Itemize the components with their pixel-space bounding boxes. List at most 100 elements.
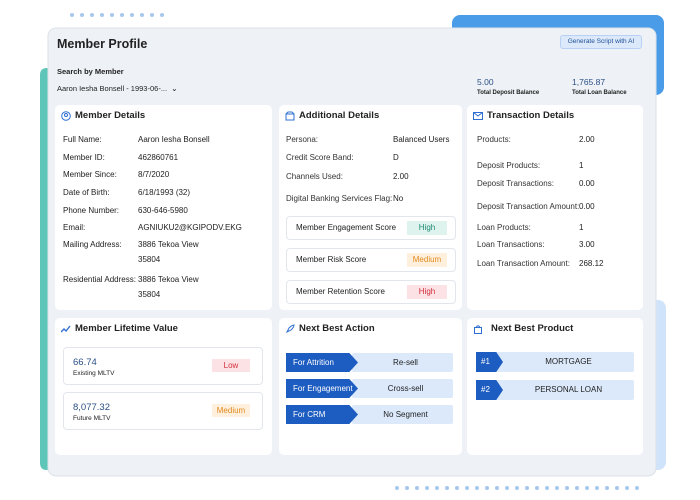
dot [555, 486, 559, 490]
product-rank: #2 [476, 380, 503, 400]
dot [415, 486, 419, 490]
dot [575, 486, 579, 490]
dot [485, 486, 489, 490]
mltv-label: Existing MLTV [73, 370, 115, 377]
section-icon [285, 324, 295, 334]
dot [515, 486, 519, 490]
action-bar [352, 353, 453, 372]
action-value: No Segment [383, 410, 428, 419]
field-label: Loan Products: [477, 223, 531, 232]
action-tag: For Engagement [286, 379, 358, 398]
dot [395, 486, 399, 490]
dot [425, 486, 429, 490]
field-value: 1 [579, 223, 584, 232]
dot [525, 486, 529, 490]
field-label: Deposit Transactions: [477, 179, 554, 188]
field-value: Aaron Iesha Bonsell [138, 135, 210, 144]
dot [605, 486, 609, 490]
field-label: Mailing Address: [63, 240, 122, 249]
product-value: PERSONAL LOAN [534, 385, 603, 394]
field-value: 630-646-5980 [138, 206, 188, 215]
dot [495, 486, 499, 490]
section-icon [474, 325, 482, 334]
dot [160, 13, 164, 17]
field-value: 8/7/2020 [138, 170, 170, 179]
field-value: 35804 [138, 255, 161, 264]
section-title: Member Details [75, 110, 146, 121]
score-badge: Medium [407, 253, 447, 267]
field-label: Email: [63, 223, 86, 232]
section-title: Member Lifetime Value [75, 323, 178, 334]
dot [405, 486, 409, 490]
section-title: Next Best Product [491, 323, 574, 334]
dot [595, 486, 599, 490]
field-value: 0.00 [579, 179, 595, 188]
product-bar [495, 352, 634, 372]
member-details-panel [55, 105, 272, 310]
action-bar [352, 379, 453, 398]
transaction-details-panel [467, 105, 643, 310]
dot [435, 486, 439, 490]
member-dropdown-value: Aaron Iesha Bonsell - 1993-06-... [57, 84, 168, 93]
dot [110, 13, 114, 17]
field-label: Persona: [286, 135, 319, 144]
dot [445, 486, 449, 490]
dot [585, 486, 589, 490]
field-value: 1 [579, 161, 584, 170]
field-label: Residential Address: [63, 275, 136, 284]
mltv-value: 8,077.32 [73, 402, 110, 413]
score-badge: High [407, 285, 447, 299]
field-label: Deposit Products: [477, 161, 541, 170]
product-value: MORTGAGE [545, 357, 592, 366]
summary-label: Total Loan Balance [572, 90, 627, 96]
lifetime-value-panel [55, 318, 272, 455]
field-value: 35804 [138, 290, 161, 299]
dot [615, 486, 619, 490]
field-value: 462860761 [138, 153, 179, 162]
product-rank: #1 [476, 352, 503, 372]
dot [565, 486, 569, 490]
dropdown-chevron: ⌄ [171, 84, 178, 93]
dot [535, 486, 539, 490]
dot [140, 13, 144, 17]
field-value: Balanced Users [393, 135, 450, 144]
additional-details-panel [279, 105, 462, 310]
section-title: Transaction Details [487, 110, 575, 121]
summary-value: 5.00 [477, 77, 494, 87]
mltv-value: 66.74 [73, 357, 97, 368]
field-label: Member Since: [63, 170, 117, 179]
dot [505, 486, 509, 490]
summary-label: Total Deposit Balance [477, 90, 540, 96]
section-icon [61, 325, 71, 333]
search-label: Search by Member [57, 67, 124, 76]
product-bar [495, 380, 634, 400]
field-label: Credit Score Band: [286, 153, 354, 162]
summary-value: 1,765.87 [572, 77, 606, 87]
field-label: Full Name: [63, 135, 102, 144]
field-value: 3886 Tekoa View [138, 275, 199, 284]
dot [150, 13, 154, 17]
field-value: 0.00 [579, 202, 595, 211]
field-value: 268.12 [579, 259, 604, 268]
mltv-badge: Low [212, 359, 250, 372]
dot [465, 486, 469, 490]
generate-button[interactable]: Generate Script with AI [560, 35, 642, 49]
mltv-badge: Medium [212, 404, 250, 417]
field-label: Date of Birth: [63, 188, 110, 197]
score-label: Member Engagement Score [296, 223, 397, 232]
dot [455, 486, 459, 490]
action-bar [352, 405, 453, 424]
action-tag: For CRM [286, 405, 358, 424]
dot [80, 13, 84, 17]
field-value: No [393, 194, 404, 203]
page-title: Member Profile [57, 37, 148, 51]
section-title: Next Best Action [299, 323, 375, 334]
score-label: Member Risk Score [296, 255, 367, 264]
field-label: Member ID: [63, 153, 105, 162]
field-value: AGNIUKU2@KGIPODV.EKG [138, 223, 242, 232]
dot [130, 13, 134, 17]
dot [70, 13, 74, 17]
member-dropdown[interactable]: Aaron Iesha Bonsell - 1993-06-... ⌄ [57, 82, 182, 96]
dot [635, 486, 639, 490]
section-title: Additional Details [299, 110, 380, 121]
